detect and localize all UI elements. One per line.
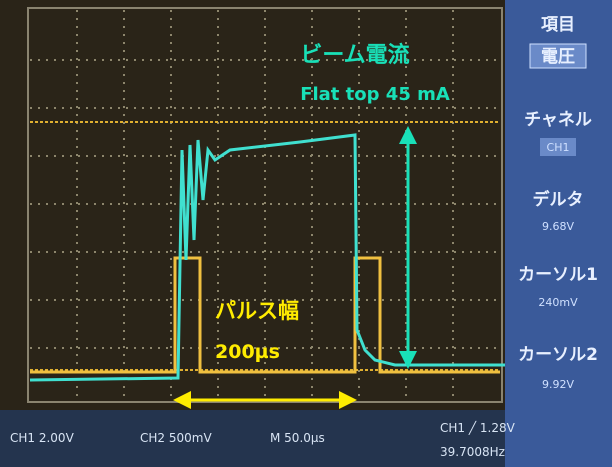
menu-item: 電圧 [541, 47, 575, 67]
status-bar [0, 410, 505, 467]
page: ビーム電流 Flat top 45 mA パルス幅 200µs 項目 電圧 チャ… [0, 0, 612, 467]
menu-panel [505, 0, 612, 467]
annotation: Flat top 45 mA [300, 84, 450, 105]
menu-title: 項目 [541, 15, 575, 35]
menu-label: デルタ [533, 189, 584, 210]
status-text: CH1 ╱ 1.28V [440, 420, 516, 435]
annotation: 200µs [215, 341, 280, 363]
status-text: CH1 2.00V [10, 431, 75, 445]
menu-label: チャネル [524, 110, 592, 130]
menu-label: カーソル1 [518, 265, 598, 285]
status-text: 39.7008Hz [440, 445, 505, 459]
status-text: CH2 500mV [140, 431, 212, 445]
oscilloscope-photo: ビーム電流 Flat top 45 mA パルス幅 200µs 項目 電圧 チャ… [0, 0, 612, 467]
menu-value: CH1 [547, 141, 570, 154]
annotation: ビーム電流 [300, 42, 409, 68]
status-text: M 50.0µs [270, 431, 325, 445]
menu-value: 9.92V [542, 378, 574, 391]
menu-label: カーソル2 [518, 345, 598, 365]
annotation: パルス幅 [215, 299, 299, 323]
menu-value: 240mV [538, 296, 578, 309]
menu-value: 9.68V [542, 220, 574, 233]
